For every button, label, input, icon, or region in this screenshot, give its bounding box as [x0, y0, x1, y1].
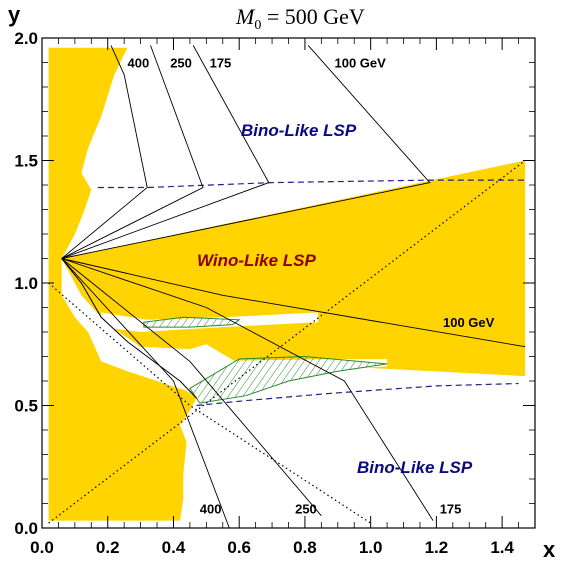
contour-label-3: 175 — [210, 55, 232, 70]
contour-line-5 — [61, 258, 526, 348]
contour-line-8 — [61, 258, 230, 528]
contour-label-2: 250 — [170, 55, 192, 70]
contour-label-4: 100 GeV — [335, 55, 387, 70]
contour-line-7 — [61, 258, 322, 517]
bino-lower-label: Bino-Like LSP — [357, 458, 473, 477]
contour-line-4 — [61, 45, 431, 259]
x-axis-label: x — [543, 537, 556, 562]
contour-label-1: 400 — [128, 55, 150, 70]
contour-label-5: 100 GeV — [443, 315, 495, 330]
chart-title: M0 = 500 GeV — [235, 4, 365, 33]
bino-upper-label: Bino-Like LSP — [241, 121, 357, 140]
x-tick-label: 0.6 — [227, 538, 251, 557]
contour-line-6 — [61, 258, 434, 521]
contour-line-1 — [61, 45, 148, 259]
contour-label-8: 175 — [440, 501, 462, 516]
x-tick-label: 1.0 — [359, 538, 383, 557]
allowed-region-3 — [48, 258, 197, 521]
x-tick-label: 1.4 — [490, 538, 514, 557]
axis-ticks: 0.0 0.2 0.4 0.6 0.8 1.0 1.2 1.4 0.0 0.5 1.0 1.5 2.0 — [14, 29, 535, 557]
contour-line-2 — [61, 45, 204, 259]
x-tick-label: 0.2 — [96, 538, 120, 557]
dashed-boundary-1 — [97, 179, 526, 189]
hatched-region-2 — [189, 355, 388, 404]
dashed-boundary-2 — [196, 382, 519, 407]
allowed-region-1 — [48, 47, 128, 279]
y-axis-label: y — [8, 2, 21, 27]
x-tick-label: 1.2 — [425, 538, 449, 557]
contour-label-7: 250 — [295, 501, 317, 516]
y-tick-label: 0.5 — [14, 397, 38, 416]
y-tick-label: 1.5 — [14, 152, 38, 171]
x-tick-label: 0.0 — [30, 538, 54, 557]
y-tick-label: 1.0 — [14, 274, 38, 293]
contour-label-6: 400 — [200, 501, 222, 516]
contour-line-3 — [61, 45, 270, 259]
hatched-region-1 — [143, 316, 241, 328]
y-tick-label: 2.0 — [14, 29, 38, 48]
wino-label: Wino-Like LSP — [197, 251, 317, 270]
x-tick-label: 0.4 — [162, 538, 186, 557]
y-tick-label: 0.0 — [14, 519, 38, 538]
x-tick-label: 0.8 — [293, 538, 317, 557]
wino-bino-boundary — [61, 258, 197, 399]
dotted-line-1 — [48, 160, 526, 524]
